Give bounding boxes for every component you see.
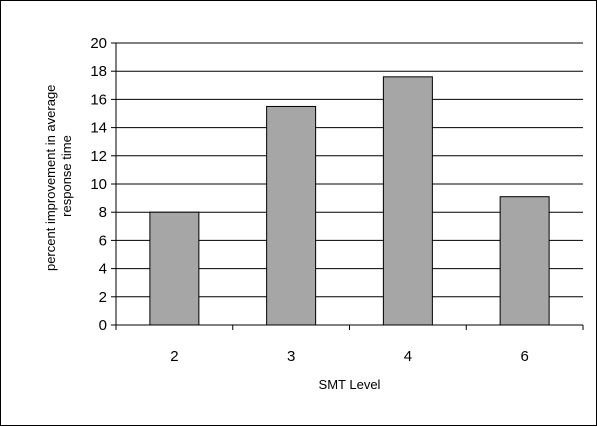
y-axis-title-line-1: percent improvement in average <box>43 85 58 271</box>
x-tick-label: 3 <box>287 348 295 365</box>
bar-2 <box>149 211 200 326</box>
y-tick-label: 0 <box>99 317 107 334</box>
y-tick-label: 16 <box>90 91 107 108</box>
x-axis-ticks: 2 3 4 6 <box>115 325 584 365</box>
y-tick-label: 4 <box>99 261 107 278</box>
x-tick-label: 4 <box>404 348 412 365</box>
y-tick-label: 14 <box>90 120 107 137</box>
y-tick-label: 8 <box>99 204 107 221</box>
y-tick-label: 6 <box>99 232 107 249</box>
y-tick-label: 20 <box>90 35 107 52</box>
x-axis-title: SMT Level <box>319 377 381 392</box>
x-tick-label: 6 <box>520 348 528 365</box>
y-tick-label: 12 <box>90 148 107 165</box>
y-axis-title-line-2: response time <box>59 135 74 217</box>
bar-4 <box>382 76 433 326</box>
bar-3 <box>266 105 317 326</box>
x-tick-label: 2 <box>170 348 178 365</box>
y-tick-label: 18 <box>90 63 107 80</box>
bar-6 <box>499 196 550 326</box>
y-tick-label: 2 <box>99 289 107 306</box>
y-axis-title: percent improvement in average response … <box>43 81 74 271</box>
bars <box>149 76 550 326</box>
y-tick-label: 10 <box>90 176 107 193</box>
y-axis-ticks: 0 2 4 6 8 10 12 14 16 18 20 <box>90 35 116 334</box>
